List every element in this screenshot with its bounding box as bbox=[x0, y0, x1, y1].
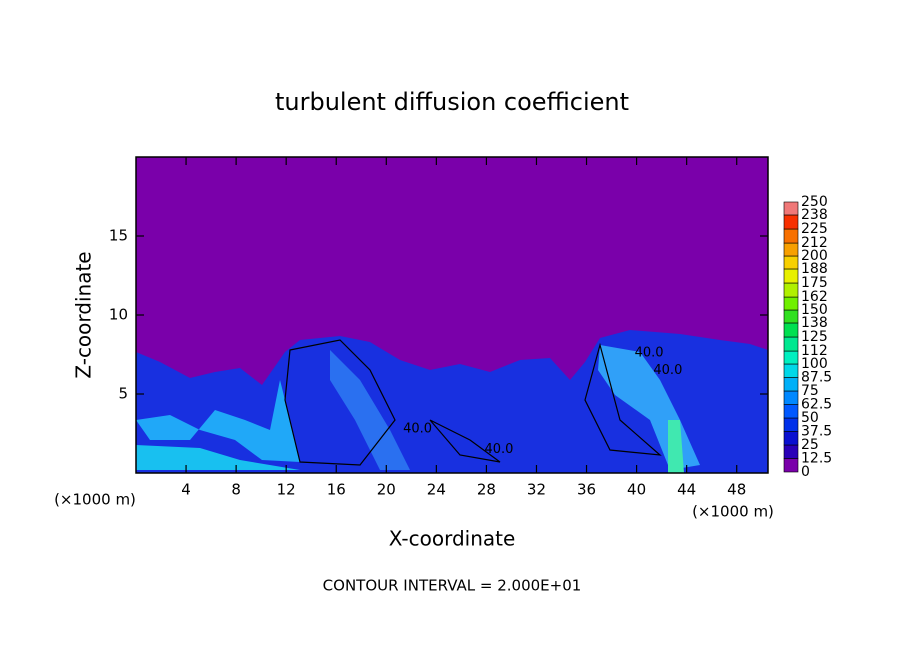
turbulent-streak bbox=[668, 420, 684, 473]
x-tick-label: 4 bbox=[181, 481, 191, 499]
x-tick-label: 12 bbox=[277, 481, 296, 499]
colorbar-swatch bbox=[783, 282, 799, 298]
colorbar-swatch bbox=[783, 377, 799, 392]
colorbar-swatch bbox=[783, 268, 799, 284]
colorbar-swatch bbox=[783, 458, 799, 473]
x-tick-label: 28 bbox=[477, 481, 496, 499]
colorbar-label: 100 bbox=[801, 356, 828, 372]
colorbar: 012.52537.55062.57587.510011212513815016… bbox=[783, 194, 832, 480]
turbulent-streak bbox=[136, 445, 300, 470]
plot-area bbox=[135, 156, 769, 474]
colorbar-swatch bbox=[783, 431, 799, 446]
colorbar-label: 12.5 bbox=[801, 451, 832, 467]
x-tick-label: 44 bbox=[677, 481, 696, 499]
colorbar-swatch bbox=[783, 296, 799, 311]
colorbar-label: 62.5 bbox=[801, 397, 832, 413]
x-unit-label: (×1000 m) bbox=[54, 491, 136, 509]
colorbar-label: 112 bbox=[801, 343, 828, 359]
colorbar-label: 212 bbox=[801, 235, 828, 251]
x-tick-label: 48 bbox=[727, 481, 746, 499]
y-axis-label: Z-coordinate bbox=[72, 251, 96, 378]
colorbar-swatch bbox=[783, 444, 799, 459]
x-tick-label: 40 bbox=[627, 481, 646, 499]
x-tick-label: 36 bbox=[577, 481, 596, 499]
colorbar-swatch bbox=[783, 201, 799, 216]
footer-note: CONTOUR INTERVAL = 2.000E+01 bbox=[323, 577, 582, 595]
colorbar-swatch bbox=[783, 350, 799, 365]
contour-label: 40.0 bbox=[403, 421, 432, 436]
colorbar-swatch bbox=[783, 309, 799, 324]
y-tick-label: 10 bbox=[109, 306, 128, 324]
colorbar-label: 87.5 bbox=[801, 370, 832, 386]
colorbar-swatch bbox=[783, 228, 799, 244]
chart-title: turbulent diffusion coefficient bbox=[275, 88, 629, 116]
x-unit-label: (×1000 m) bbox=[692, 503, 774, 521]
x-axis-label: X-coordinate bbox=[389, 527, 516, 551]
colorbar-swatch bbox=[783, 322, 799, 338]
colorbar-label: 50 bbox=[801, 410, 819, 426]
colorbar-label: 0 bbox=[801, 464, 810, 480]
x-tick-label: 24 bbox=[427, 481, 446, 499]
colorbar-label: 138 bbox=[801, 315, 828, 331]
colorbar-swatch bbox=[783, 242, 799, 257]
colorbar-label: 150 bbox=[801, 302, 828, 318]
colorbar-swatch bbox=[783, 363, 799, 378]
axes: 4 8 12 16 20 24 28 32 36 40 44 485101540.040.040.04… bbox=[109, 157, 768, 499]
colorbar-swatch bbox=[783, 214, 799, 230]
colorbar-swatch bbox=[783, 255, 799, 270]
x-tick-label: 16 bbox=[327, 481, 346, 499]
colorbar-label: 75 bbox=[801, 383, 819, 399]
colorbar-label: 200 bbox=[801, 248, 828, 264]
colorbar-swatch bbox=[783, 404, 799, 419]
x-tick-label: 8 bbox=[231, 481, 241, 499]
colorbar-label: 162 bbox=[801, 289, 828, 305]
contour-line bbox=[284, 339, 662, 466]
contour-label: 40.0 bbox=[484, 442, 513, 457]
turbulent-streak bbox=[136, 380, 300, 462]
colorbar-label: 25 bbox=[801, 437, 819, 453]
y-tick-label: 5 bbox=[118, 385, 128, 403]
colorbar-label: 225 bbox=[801, 221, 828, 237]
colorbar-label: 37.5 bbox=[801, 424, 832, 440]
contour-label: 40.0 bbox=[653, 363, 682, 378]
turbulent-streak bbox=[330, 350, 410, 470]
colorbar-label: 125 bbox=[801, 329, 828, 345]
colorbar-swatch bbox=[783, 417, 799, 432]
colorbar-label: 188 bbox=[801, 261, 828, 277]
x-tick-label: 32 bbox=[527, 481, 546, 499]
colorbar-swatch bbox=[783, 390, 799, 405]
colorbar-label: 238 bbox=[801, 207, 828, 223]
contour-label: 40.0 bbox=[635, 345, 664, 360]
x-tick-label: 20 bbox=[377, 481, 396, 499]
y-tick-label: 15 bbox=[109, 227, 128, 245]
colorbar-label: 175 bbox=[801, 275, 828, 291]
colorbar-label: 250 bbox=[801, 194, 828, 210]
colorbar-swatch bbox=[783, 336, 799, 352]
